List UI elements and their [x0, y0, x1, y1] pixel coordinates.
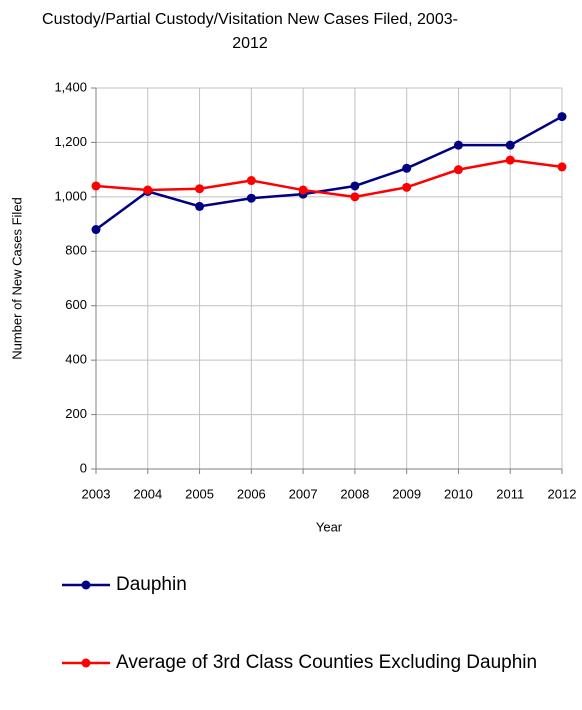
- x-axis-title: Year: [316, 519, 343, 534]
- y-tick-label: 0: [80, 460, 87, 475]
- data-point: [91, 181, 101, 191]
- x-tick-label: 2008: [340, 486, 369, 501]
- y-axis-title: Number of New Cases Filed: [9, 197, 24, 360]
- data-point: [143, 185, 153, 195]
- series-line: [95, 115, 563, 231]
- data-point: [402, 163, 412, 173]
- data-point: [350, 192, 360, 202]
- data-point: [350, 181, 360, 191]
- y-tick-label: 800: [65, 243, 87, 258]
- x-tick-label: 2010: [444, 486, 473, 501]
- legend-label: Dauphin: [116, 574, 187, 595]
- chart-title: Custody/Partial Custody/Visitation New C…: [42, 11, 458, 52]
- x-tick-label: 2005: [185, 486, 214, 501]
- data-point: [505, 140, 515, 150]
- data-point: [453, 140, 463, 150]
- y-tick-label: 400: [65, 352, 87, 367]
- y-tick-label: 600: [65, 297, 87, 312]
- data-point: [453, 165, 463, 175]
- x-tick-label: 2009: [392, 486, 421, 501]
- x-tick-label: 2003: [82, 486, 111, 501]
- legend-marker: [81, 658, 91, 668]
- y-tick-label: 200: [65, 406, 87, 421]
- x-tick-label: 2007: [289, 486, 318, 501]
- x-tick-label: 2006: [237, 486, 266, 501]
- x-tick-label: 2011: [496, 486, 524, 501]
- data-point: [505, 155, 515, 165]
- data-point: [557, 112, 567, 122]
- y-tick-label: 1,000: [54, 188, 87, 203]
- data-point: [246, 193, 256, 203]
- series-line: [95, 158, 563, 199]
- data-point: [91, 225, 101, 235]
- x-tick-label: 2004: [133, 486, 162, 501]
- data-point: [557, 162, 567, 172]
- y-tick-label: 1,200: [54, 134, 87, 149]
- data-point: [298, 185, 308, 195]
- data-point: [246, 176, 256, 186]
- legend-label: Average of 3rd Class Counties Excluding …: [116, 652, 538, 673]
- x-tick-label: 2012: [548, 486, 577, 501]
- y-tick-label: 1,400: [54, 79, 87, 94]
- data-point: [195, 201, 205, 211]
- data-point: [402, 182, 412, 192]
- data-point: [195, 184, 205, 194]
- legend-marker: [81, 580, 91, 590]
